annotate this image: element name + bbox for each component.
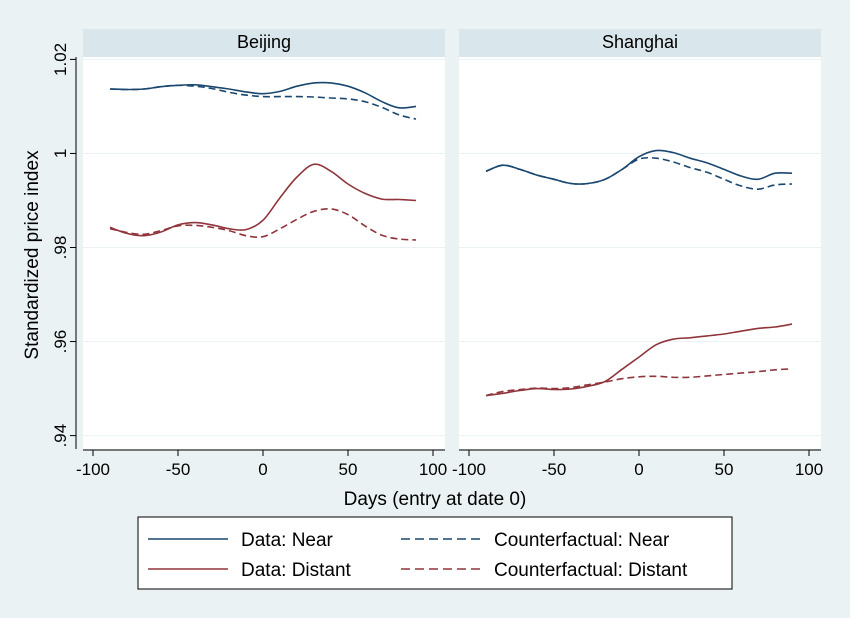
series-line-shanghai-counterfactual-near — [485, 156, 793, 191]
legend-label-counterfactual-near: Counterfactual: Near — [494, 530, 670, 551]
panel-header-beijing — [83, 29, 445, 57]
y-tick-label: .96 — [51, 330, 70, 354]
x-tick-label: -50 — [542, 460, 567, 479]
series-line-beijing-counterfactual-near — [109, 84, 417, 120]
x-tick-label: 50 — [339, 460, 358, 479]
y-tick-label: 1.02 — [51, 43, 70, 76]
panel-header-shanghai — [459, 29, 821, 57]
series-line-shanghai-data-distant — [485, 323, 793, 397]
x-tick-label: 0 — [634, 460, 643, 479]
series-line-shanghai-data-near — [485, 149, 793, 185]
y-tick-label: .94 — [51, 424, 70, 448]
plot-region-beijing — [83, 57, 445, 449]
plot-region-shanghai — [459, 57, 821, 449]
series-line-beijing-counterfactual-distant — [109, 207, 417, 241]
x-tick-label: 50 — [715, 460, 734, 479]
series-line-beijing-data-near — [109, 81, 417, 109]
x-axis-title: Days (entry at date 0) — [344, 489, 527, 510]
y-axis-title: Standardized price index — [22, 150, 43, 360]
x-tick-label: -50 — [166, 460, 191, 479]
series-line-shanghai-counterfactual-distant — [485, 368, 793, 397]
x-tick-label: 100 — [795, 460, 823, 479]
legend-label-data-near: Data: Near — [241, 530, 334, 551]
x-tick-label: -100 — [76, 460, 110, 479]
legend-label-counterfactual-distant: Counterfactual: Distant — [494, 560, 688, 581]
x-tick-label: 0 — [258, 460, 267, 479]
x-tick-label: 100 — [419, 460, 447, 479]
legend-box — [137, 516, 733, 590]
series-line-beijing-data-distant — [109, 163, 417, 237]
panel-title-shanghai: Shanghai — [602, 32, 678, 52]
x-tick-label: -100 — [452, 460, 486, 479]
panel-title-beijing: Beijing — [237, 32, 291, 52]
y-tick-label: .98 — [51, 236, 70, 260]
y-tick-label: 1 — [51, 149, 70, 158]
legend-label-data-distant: Data: Distant — [241, 560, 352, 581]
